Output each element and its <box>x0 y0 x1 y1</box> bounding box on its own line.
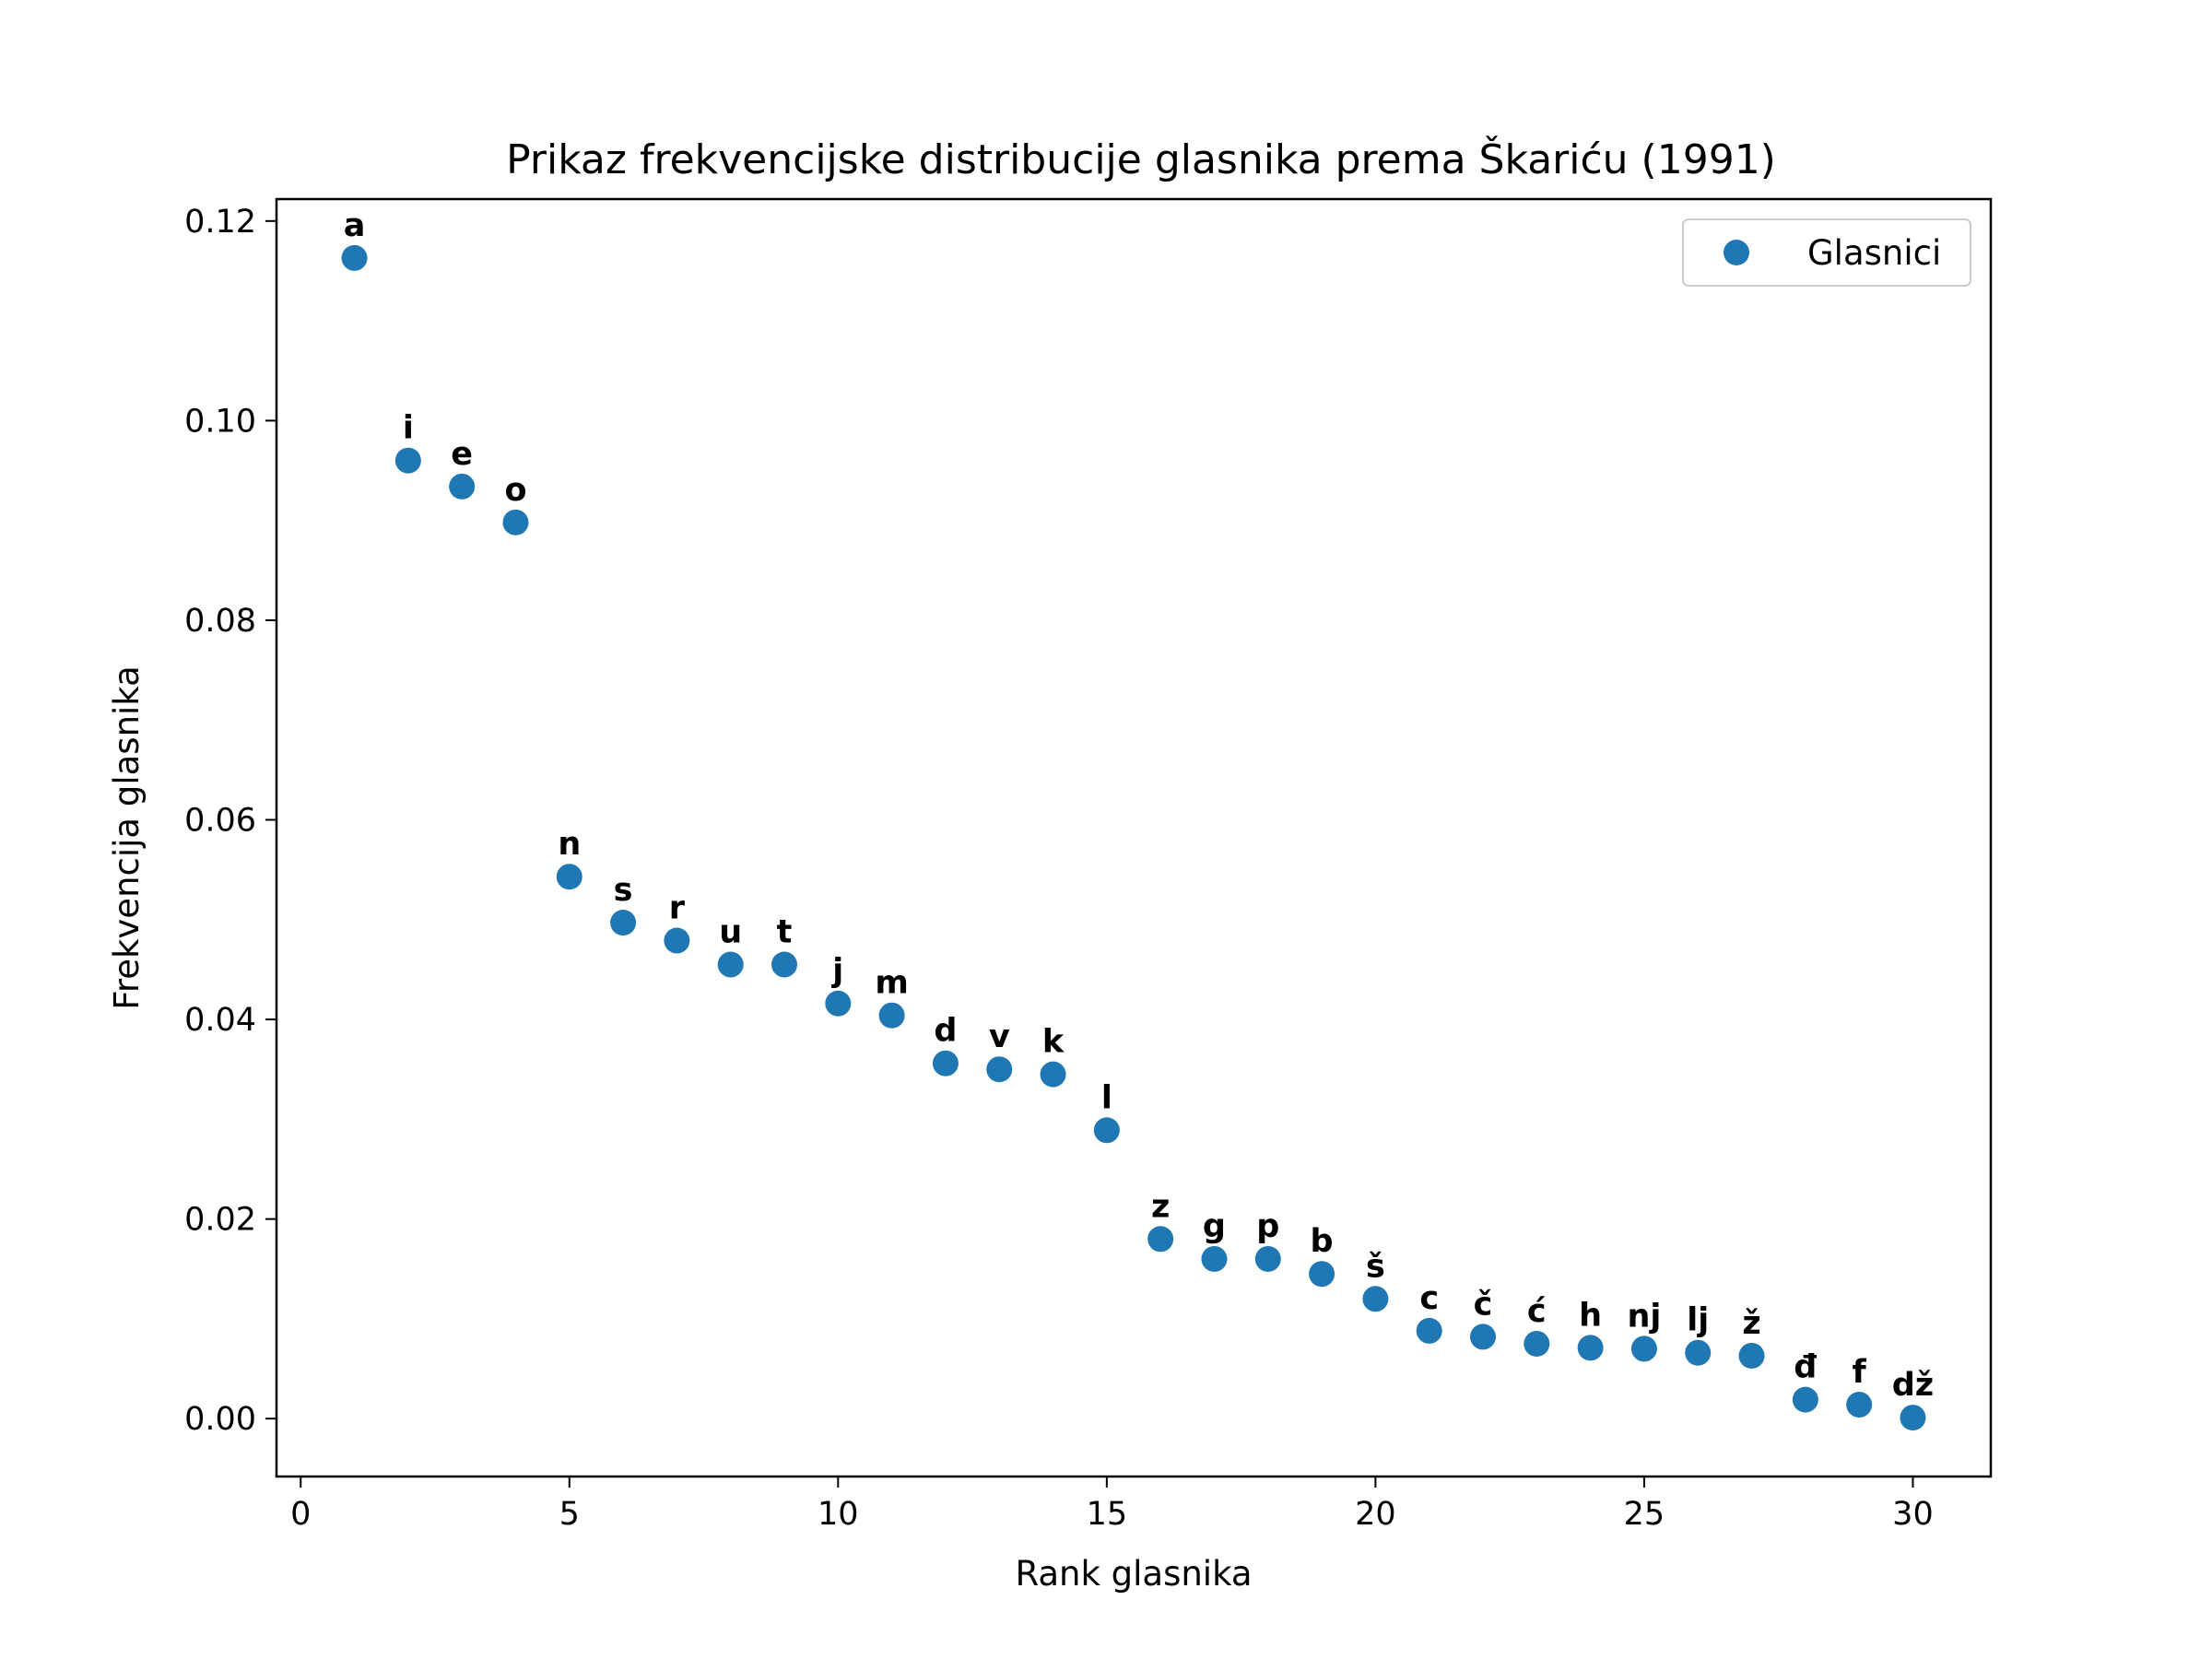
legend-box <box>1682 218 1971 287</box>
data-point-label: u <box>719 914 742 951</box>
data-point-label: ž <box>1742 1305 1760 1342</box>
data-point <box>1738 1342 1765 1369</box>
y-axis-label: Frekvencija glasnika <box>107 665 147 1010</box>
data-point <box>1577 1335 1604 1361</box>
data-point-label: f <box>1853 1354 1867 1391</box>
x-tick-label: 15 <box>1087 1496 1128 1533</box>
data-point-label: n <box>558 826 581 863</box>
data-point <box>1040 1061 1066 1088</box>
data-point-label: v <box>989 1018 1010 1055</box>
data-point <box>1469 1324 1496 1350</box>
data-point-label: č <box>1474 1286 1493 1323</box>
data-point-label: d <box>934 1013 957 1050</box>
data-point <box>664 927 690 954</box>
x-tick-label: 10 <box>818 1496 859 1533</box>
data-point <box>771 951 798 978</box>
chart-title: Prikaz frekvencijske distribucije glasni… <box>506 135 1776 183</box>
plot-area: 0 5 10 15 20 25 30 0.00 0.02 0.04 0.06 0.08 0.10 0.12… <box>184 204 1934 1533</box>
y-tick-label: 0.12 <box>184 204 256 241</box>
axes-frame <box>275 197 1993 1478</box>
data-point <box>1254 1245 1281 1272</box>
data-point-label: e <box>451 436 473 473</box>
x-tick-label: 0 <box>290 1496 311 1533</box>
legend: Glasnici <box>1682 218 1971 287</box>
legend-marker <box>1724 240 1749 265</box>
data-point-label: m <box>875 965 908 1002</box>
data-point-label: r <box>669 890 686 927</box>
data-point <box>1685 1339 1712 1366</box>
data-point <box>932 1050 959 1077</box>
y-tick-label: 0.04 <box>184 1002 256 1039</box>
data-point <box>556 864 582 890</box>
data-point <box>878 1002 905 1029</box>
data-point-label: đ <box>1794 1349 1817 1386</box>
data-point <box>502 509 529 535</box>
x-axis-label: Rank glasnika <box>1015 1554 1252 1594</box>
data-point-label: lj <box>1687 1302 1709 1339</box>
y-tick-label: 0.06 <box>184 803 256 840</box>
x-tick-label: 30 <box>1892 1496 1934 1533</box>
data-point-label: c <box>1419 1280 1439 1317</box>
data-point-label: h <box>1579 1297 1602 1334</box>
data-point-label: j <box>830 953 843 990</box>
data-point <box>1416 1317 1442 1344</box>
data-point <box>449 473 476 500</box>
y-tick-label: 0.02 <box>184 1202 256 1239</box>
data-point <box>1846 1392 1873 1418</box>
data-point <box>1630 1335 1657 1362</box>
data-point <box>341 244 368 271</box>
data-point <box>1201 1245 1228 1272</box>
data-point-label: dž <box>1892 1367 1934 1404</box>
data-point-label: ć <box>1527 1293 1547 1330</box>
data-point <box>1900 1405 1926 1431</box>
data-point-label: t <box>777 914 793 951</box>
data-point <box>1524 1330 1550 1357</box>
y-tick-label: 0.08 <box>184 603 256 640</box>
data-point <box>717 951 744 978</box>
data-point-label: g <box>1203 1208 1226 1245</box>
x-tick-label: 25 <box>1624 1496 1665 1533</box>
data-point <box>1309 1261 1335 1288</box>
y-tick-label: 0.10 <box>184 403 256 440</box>
x-tick-label: 5 <box>559 1496 580 1533</box>
data-point-label: l <box>1101 1079 1112 1116</box>
data-point-label: z <box>1151 1188 1170 1225</box>
data-point-label: k <box>1042 1024 1065 1061</box>
data-point <box>1792 1386 1818 1413</box>
data-point-label: a <box>344 207 366 244</box>
x-tick-label: 20 <box>1355 1496 1396 1533</box>
data-point-label: i <box>403 410 414 447</box>
data-point <box>1362 1286 1389 1312</box>
legend-label: Glasnici <box>1807 233 1941 273</box>
data-point <box>610 910 637 936</box>
data-point-label: b <box>1311 1223 1334 1260</box>
data-point-label: p <box>1256 1208 1279 1245</box>
data-point-label: nj <box>1627 1298 1661 1335</box>
data-point-label: š <box>1366 1248 1385 1285</box>
data-point <box>1093 1117 1120 1144</box>
data-point <box>394 447 421 474</box>
data-point <box>1147 1226 1174 1253</box>
data-point <box>986 1056 1013 1083</box>
data-point-label: s <box>614 872 633 909</box>
data-point <box>825 990 852 1017</box>
y-tick-label: 0.00 <box>184 1401 256 1438</box>
data-point-label: o <box>504 472 526 509</box>
